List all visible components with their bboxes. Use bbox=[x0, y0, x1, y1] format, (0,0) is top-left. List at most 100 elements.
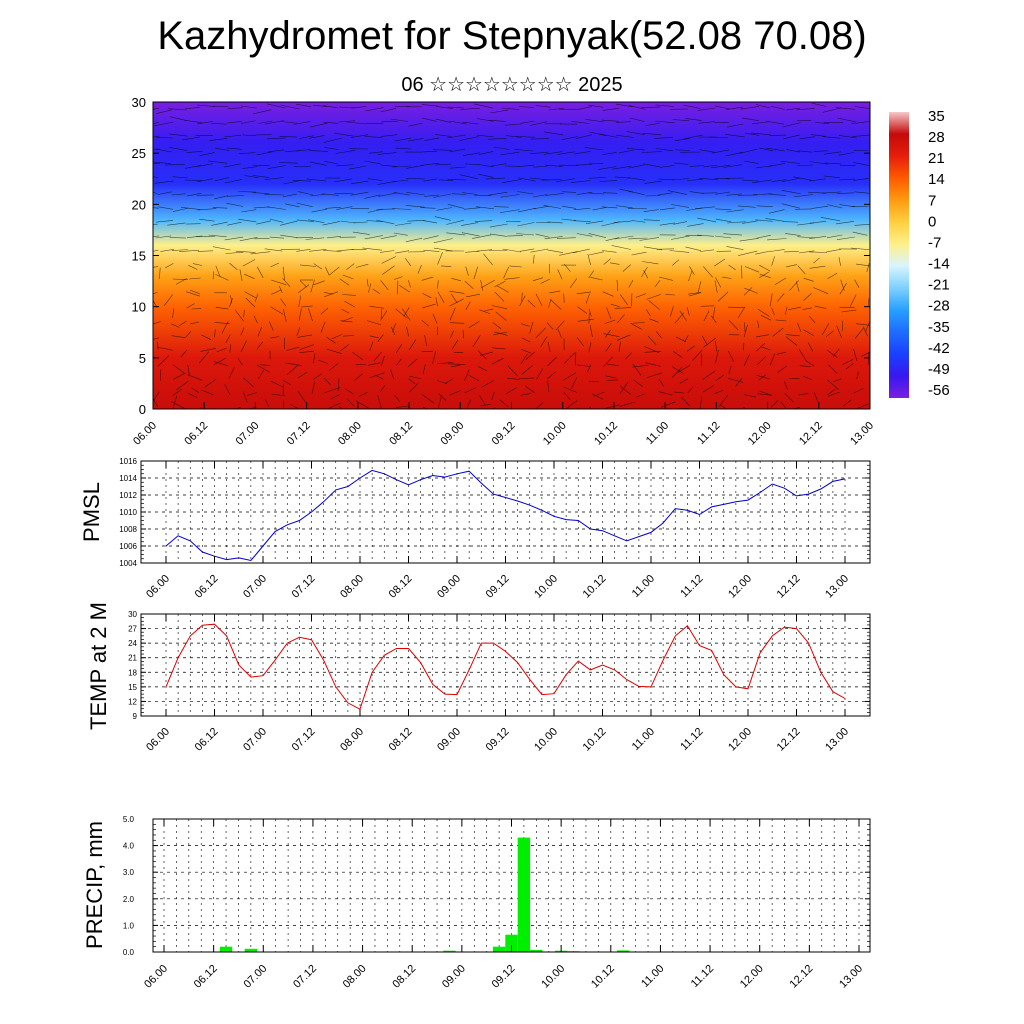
wind-vector bbox=[368, 151, 383, 154]
wind-vector bbox=[477, 134, 494, 138]
wind-vector bbox=[839, 283, 847, 295]
wind-vector bbox=[671, 204, 689, 208]
wind-vector bbox=[672, 366, 684, 374]
wind-vector bbox=[346, 263, 355, 271]
wind-vector bbox=[322, 221, 340, 226]
wind-vector bbox=[813, 287, 829, 295]
wind-vector bbox=[760, 315, 772, 321]
wind-vector bbox=[313, 263, 323, 270]
colorbar-label: -14 bbox=[928, 256, 950, 273]
wind-vector bbox=[464, 280, 474, 290]
wind-vector bbox=[822, 323, 830, 336]
temp-x-axis: 06.00 06.12 07.00 07.12 08.00 08.12 09.00 09.12… bbox=[144, 614, 851, 754]
wind-vector bbox=[485, 177, 506, 180]
wind-vector bbox=[744, 394, 757, 398]
wind-vector bbox=[189, 289, 200, 294]
wind-vector bbox=[710, 315, 717, 324]
wind-vector bbox=[446, 232, 466, 236]
wind-vector bbox=[243, 377, 255, 388]
wind-vector bbox=[153, 397, 159, 408]
wind-vector bbox=[377, 334, 384, 342]
wind-vector bbox=[380, 310, 388, 321]
wind-vector bbox=[240, 340, 247, 353]
wind-vector bbox=[435, 106, 453, 109]
wind-vector bbox=[585, 119, 605, 123]
wind-vector bbox=[785, 233, 801, 236]
x-tick-label: 13.00 bbox=[823, 726, 851, 754]
x-tick-label: 12.12 bbox=[775, 726, 803, 754]
wind-vector bbox=[515, 136, 535, 138]
wind-vector bbox=[656, 248, 675, 250]
colorbar-label: -35 bbox=[928, 319, 950, 336]
wind-vector bbox=[738, 250, 758, 256]
wind-vector bbox=[235, 309, 244, 322]
wind-vector bbox=[601, 250, 617, 253]
wind-vector bbox=[614, 307, 632, 309]
wind-vector bbox=[214, 329, 216, 338]
wind-vector bbox=[267, 149, 285, 153]
wind-vector bbox=[434, 163, 452, 166]
wind-vector bbox=[728, 350, 735, 363]
wind-vector bbox=[216, 348, 227, 353]
wind-vector bbox=[497, 285, 509, 293]
wind-vector bbox=[646, 294, 661, 300]
wind-vector bbox=[184, 107, 200, 109]
wind-vector bbox=[281, 121, 297, 124]
wind-vector bbox=[527, 299, 536, 308]
wind-vector bbox=[224, 384, 231, 395]
wind-vector bbox=[550, 299, 562, 310]
wind-vector bbox=[323, 250, 342, 252]
wind-vector bbox=[756, 375, 770, 380]
wind-vector bbox=[282, 266, 285, 280]
wind-vector bbox=[871, 373, 875, 381]
wind-vector bbox=[757, 393, 772, 396]
wind-vector bbox=[814, 305, 827, 309]
wind-vector bbox=[299, 344, 314, 350]
wind-vector bbox=[242, 259, 256, 267]
wind-vector bbox=[197, 178, 214, 183]
wind-vector bbox=[654, 279, 661, 287]
wind-vector bbox=[380, 308, 382, 319]
colorbar-label: 35 bbox=[928, 108, 945, 125]
wind-vector bbox=[584, 147, 604, 151]
wind-vector bbox=[394, 408, 395, 409]
wind-vector bbox=[422, 303, 436, 309]
wind-vector bbox=[768, 209, 785, 214]
x-tick-label: 06.12 bbox=[193, 726, 221, 754]
wind-vector bbox=[854, 191, 870, 194]
wind-vector bbox=[836, 192, 855, 194]
heatmap-x-tick-label: 07.12 bbox=[285, 420, 313, 448]
wind-vector bbox=[756, 342, 766, 352]
wind-vector bbox=[172, 176, 188, 179]
wind-vector bbox=[624, 352, 632, 360]
colorbar-label: -28 bbox=[928, 298, 950, 315]
wind-vector bbox=[394, 222, 412, 226]
wind-vector bbox=[555, 178, 575, 183]
wind-vector bbox=[564, 352, 576, 364]
wind-vector bbox=[745, 132, 760, 136]
wind-vector bbox=[726, 193, 742, 196]
wind-vector bbox=[630, 408, 632, 409]
wind-vector bbox=[269, 321, 274, 331]
precip-bar bbox=[617, 950, 630, 952]
wind-vector bbox=[172, 388, 183, 396]
wind-vector bbox=[449, 307, 456, 321]
wind-vector bbox=[250, 251, 271, 255]
wind-vector bbox=[547, 249, 564, 253]
temp-grid bbox=[141, 613, 870, 717]
wind-vector bbox=[557, 269, 563, 280]
wind-vector bbox=[491, 391, 495, 400]
wind-vector bbox=[850, 247, 870, 250]
wind-vector bbox=[776, 351, 786, 355]
wind-vector bbox=[840, 279, 845, 291]
wind-vector bbox=[548, 298, 552, 308]
pmsl-y-axis: 1004 1006 1008 1010 1012 1014 1016 bbox=[119, 457, 870, 568]
wind-vector bbox=[627, 190, 645, 196]
wind-vector bbox=[855, 323, 870, 326]
wind-vector bbox=[530, 248, 549, 253]
wind-vector bbox=[547, 356, 557, 367]
wind-vector bbox=[842, 399, 852, 407]
wind-vector bbox=[533, 254, 535, 264]
wind-vector bbox=[728, 378, 744, 383]
wind-vector bbox=[176, 380, 189, 391]
